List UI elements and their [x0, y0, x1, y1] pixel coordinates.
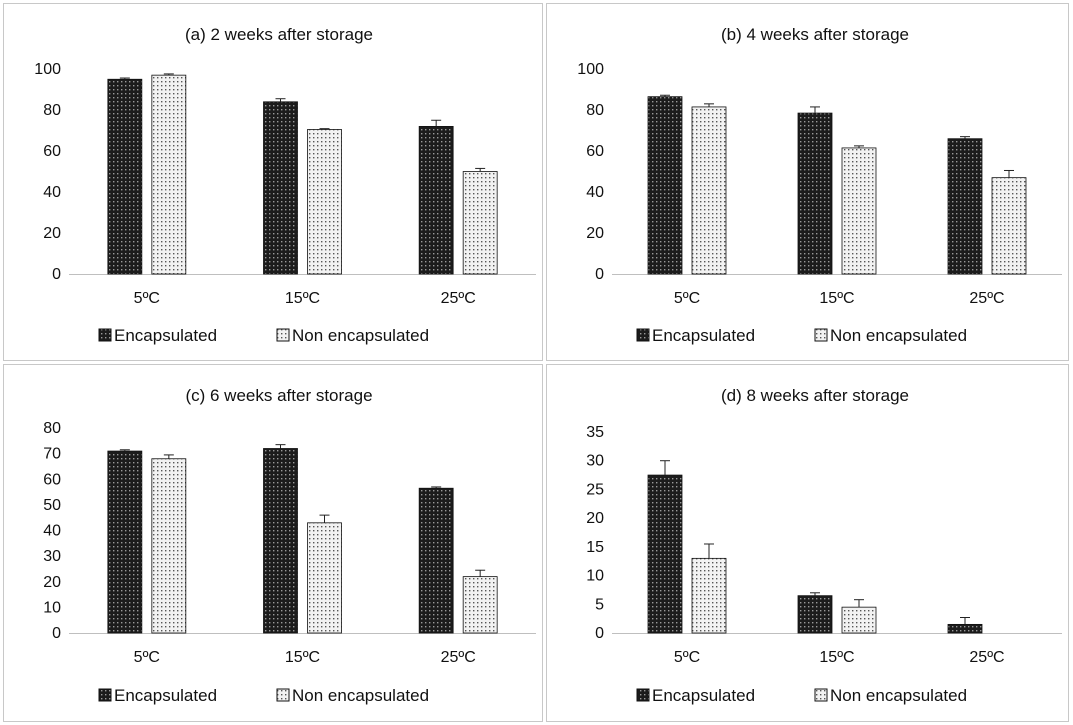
- bar: [797, 112, 833, 275]
- y-tick-label: 5: [595, 596, 604, 613]
- bar: [263, 448, 298, 634]
- y-tick-label: 30: [586, 453, 604, 470]
- x-category-label: 5ºC: [674, 290, 700, 307]
- y-tick-label: 0: [52, 625, 61, 642]
- y-tick-label: 40: [43, 523, 61, 540]
- legend-swatch: [276, 688, 290, 702]
- legend-label: Encapsulated: [652, 686, 755, 705]
- chart-title: (d) 8 weeks after storage: [721, 386, 909, 405]
- y-tick-label: 30: [43, 548, 61, 565]
- bar: [947, 623, 983, 634]
- bar: [647, 474, 683, 634]
- bar: [841, 606, 877, 634]
- legend-label: Encapsulated: [114, 326, 217, 345]
- bar: [151, 458, 187, 634]
- x-category-label: 5ºC: [134, 649, 160, 666]
- y-tick-label: 80: [43, 420, 61, 437]
- legend-label: Non encapsulated: [292, 686, 429, 705]
- chart-svg: (c) 6 weeks after storage 0 10 20 30 40 50 60 70…: [43, 386, 536, 705]
- bar: [462, 171, 498, 275]
- chart-svg: (a) 2 weeks after storage 0 20 40 60 80 100 5ºC…: [34, 25, 536, 345]
- legend-swatch: [814, 328, 828, 342]
- y-tick-label: 100: [34, 61, 61, 78]
- y-tick-label: 50: [43, 497, 61, 514]
- x-category-label: 25ºC: [969, 290, 1004, 307]
- y-tick-label: 20: [586, 225, 604, 242]
- x-category-label: 5ºC: [674, 649, 700, 666]
- chart-title: (b) 4 weeks after storage: [721, 25, 909, 44]
- chart-panel-a: (a) 2 weeks after storage 0 20 40 60 80 100 5ºC…: [3, 3, 543, 361]
- y-tick-label: 60: [43, 471, 61, 488]
- y-tick-label: 80: [586, 102, 604, 119]
- bar: [647, 96, 683, 275]
- x-category-label: 15ºC: [819, 649, 854, 666]
- x-category-label: 25ºC: [441, 649, 476, 666]
- y-tick-label: 10: [43, 599, 61, 616]
- chart-svg: (b) 4 weeks after storage 0 20 40 60 80 100 5ºC…: [577, 25, 1062, 345]
- legend-swatch: [814, 688, 828, 702]
- legend-label: Encapsulated: [652, 326, 755, 345]
- y-tick-label: 70: [43, 446, 61, 463]
- legend-swatch: [98, 688, 112, 702]
- x-category-label: 5ºC: [134, 290, 160, 307]
- bar: [691, 557, 727, 634]
- chart-panel-b: (b) 4 weeks after storage 0 20 40 60 80 100 5ºC…: [546, 3, 1069, 361]
- y-tick-label: 25: [586, 481, 604, 498]
- y-tick-label: 35: [586, 424, 604, 441]
- bar: [797, 595, 833, 634]
- bar: [691, 106, 727, 275]
- y-tick-label: 20: [43, 574, 61, 591]
- legend-label: Encapsulated: [114, 686, 217, 705]
- y-tick-label: 40: [586, 184, 604, 201]
- bar: [841, 147, 877, 275]
- x-category-label: 15ºC: [285, 290, 320, 307]
- x-category-label: 25ºC: [441, 290, 476, 307]
- y-tick-label: 0: [52, 266, 61, 283]
- legend-label: Non encapsulated: [292, 326, 429, 345]
- chart-title: (c) 6 weeks after storage: [185, 386, 372, 405]
- y-tick-label: 0: [595, 266, 604, 283]
- y-tick-label: 60: [43, 143, 61, 160]
- y-tick-label: 20: [586, 510, 604, 527]
- chart-panel-c: (c) 6 weeks after storage 0 10 20 30 40 50 60 70…: [3, 364, 543, 722]
- bar: [263, 101, 298, 275]
- legend-swatch: [636, 688, 650, 702]
- y-tick-label: 0: [595, 625, 604, 642]
- y-tick-label: 20: [43, 225, 61, 242]
- bar: [307, 129, 342, 275]
- bar: [307, 522, 342, 634]
- x-category-label: 25ºC: [969, 649, 1004, 666]
- bar: [947, 138, 983, 275]
- legend-label: Non encapsulated: [830, 686, 967, 705]
- bar: [462, 576, 498, 634]
- y-tick-label: 40: [43, 184, 61, 201]
- legend-swatch: [636, 328, 650, 342]
- y-tick-label: 60: [586, 143, 604, 160]
- bar: [991, 177, 1027, 275]
- x-category-label: 15ºC: [285, 649, 320, 666]
- y-tick-label: 100: [577, 61, 604, 78]
- y-tick-label: 80: [43, 102, 61, 119]
- bar: [418, 126, 454, 275]
- legend-swatch: [98, 328, 112, 342]
- bar: [418, 487, 454, 634]
- y-tick-label: 15: [586, 539, 604, 556]
- chart-svg: (d) 8 weeks after storage 0 5 10 15 20 25 30 35 5…: [586, 386, 1062, 705]
- bar: [107, 450, 143, 634]
- chart-title: (a) 2 weeks after storage: [185, 25, 373, 44]
- y-tick-label: 10: [586, 568, 604, 585]
- chart-panel-d: (d) 8 weeks after storage 0 5 10 15 20 25 30 35 5…: [546, 364, 1069, 722]
- legend-label: Non encapsulated: [830, 326, 967, 345]
- legend-swatch: [276, 328, 290, 342]
- x-category-label: 15ºC: [819, 290, 854, 307]
- bar: [151, 74, 187, 275]
- bar: [107, 78, 143, 275]
